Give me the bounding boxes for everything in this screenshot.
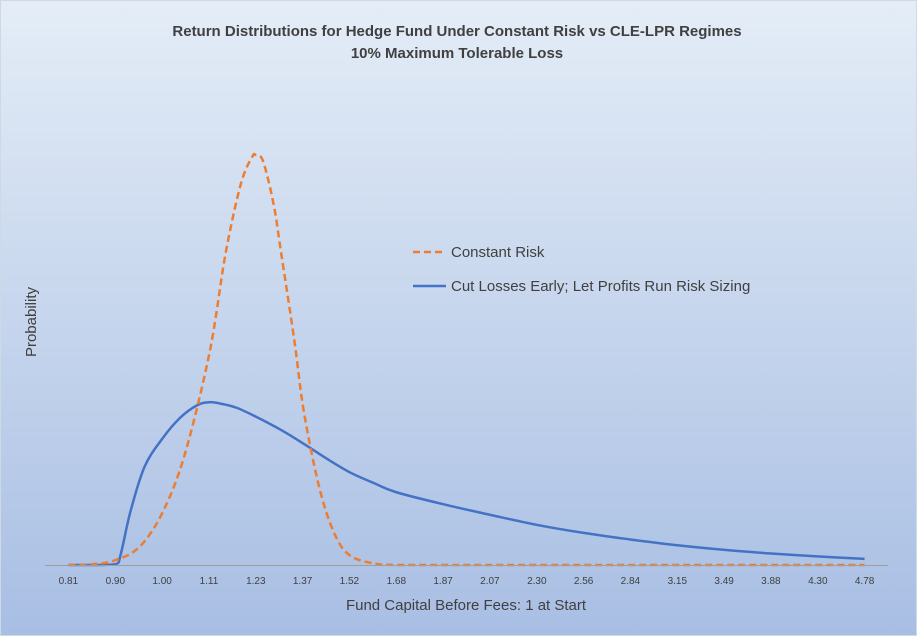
x-tick-label: 0.90 xyxy=(106,576,126,587)
chart-title: Return Distributions for Hedge Fund Unde… xyxy=(172,23,741,40)
x-tick-label: 3.88 xyxy=(761,576,781,587)
chart-subtitle: 10% Maximum Tolerable Loss xyxy=(351,45,563,62)
x-tick-label: 1.00 xyxy=(152,576,172,587)
x-tick-label: 1.11 xyxy=(200,576,219,587)
x-tick-label: 1.87 xyxy=(433,576,453,587)
legend: Constant Risk Cut Losses Early; Let Prof… xyxy=(413,244,750,295)
series-line-constant-risk xyxy=(68,152,865,567)
x-axis-ticks: 0.81 0.90 1.00 1.11 1.23 1.37 1.52 1.68 1.87 2.07… xyxy=(59,576,875,587)
y-axis-title: Probability xyxy=(23,286,40,357)
x-tick-label: 3.15 xyxy=(668,576,688,587)
x-tick-label: 1.37 xyxy=(293,576,313,587)
x-tick-label: 1.23 xyxy=(246,576,266,587)
x-tick-label: 4.30 xyxy=(808,576,828,587)
legend-label-constant-risk: Constant Risk xyxy=(451,244,545,261)
x-tick-label: 1.52 xyxy=(340,576,360,587)
plot-area xyxy=(68,152,865,567)
x-tick-label: 2.07 xyxy=(480,576,500,587)
x-tick-label: 4.78 xyxy=(855,576,875,587)
x-tick-label: 3.49 xyxy=(714,576,734,587)
x-tick-label: 2.56 xyxy=(574,576,594,587)
series-line-cle-lpr xyxy=(68,400,865,567)
x-tick-label: 2.84 xyxy=(621,576,641,587)
legend-label-cle-lpr: Cut Losses Early; Let Profits Run Risk S… xyxy=(451,278,750,295)
x-axis-title: Fund Capital Before Fees: 1 at Start xyxy=(346,597,587,614)
x-tick-label: 1.68 xyxy=(387,576,407,587)
x-tick-label: 0.81 xyxy=(59,576,79,587)
x-tick-label: 2.30 xyxy=(527,576,547,587)
